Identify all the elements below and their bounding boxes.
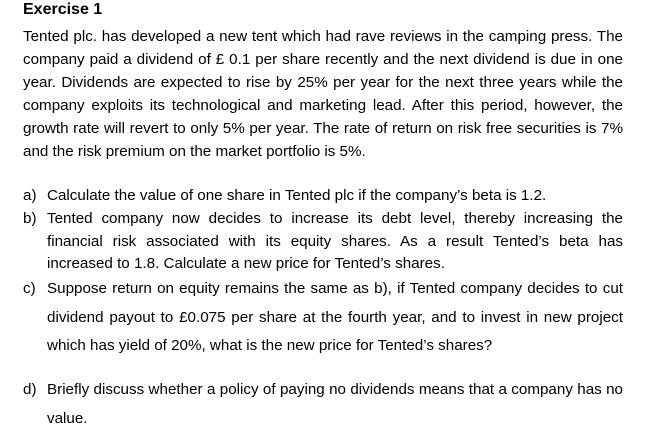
question-d: d) Briefly discuss whether a policy of p… bbox=[23, 375, 623, 433]
question-marker: a) bbox=[23, 187, 37, 204]
question-text: Calculate the value of one share in Tent… bbox=[47, 187, 547, 204]
exercise-intro: Tented plc. has developed a new tent whi… bbox=[23, 28, 623, 160]
question-text: Tented company now decides to increase i… bbox=[47, 210, 623, 272]
question-c: c) Suppose return on equity remains the … bbox=[23, 275, 623, 361]
exercise-title: Exercise 1 bbox=[23, 1, 103, 18]
question-marker: c) bbox=[23, 280, 36, 297]
question-text: Briefly discuss whether a policy of payi… bbox=[47, 381, 623, 427]
question-b: b) Tented company now decides to increas… bbox=[23, 208, 623, 276]
question-a: a) Calculate the value of one share in T… bbox=[23, 185, 623, 207]
question-text: Suppose return on equity remains the sam… bbox=[47, 280, 623, 354]
question-marker: b) bbox=[23, 210, 37, 227]
question-marker: d) bbox=[23, 381, 37, 398]
